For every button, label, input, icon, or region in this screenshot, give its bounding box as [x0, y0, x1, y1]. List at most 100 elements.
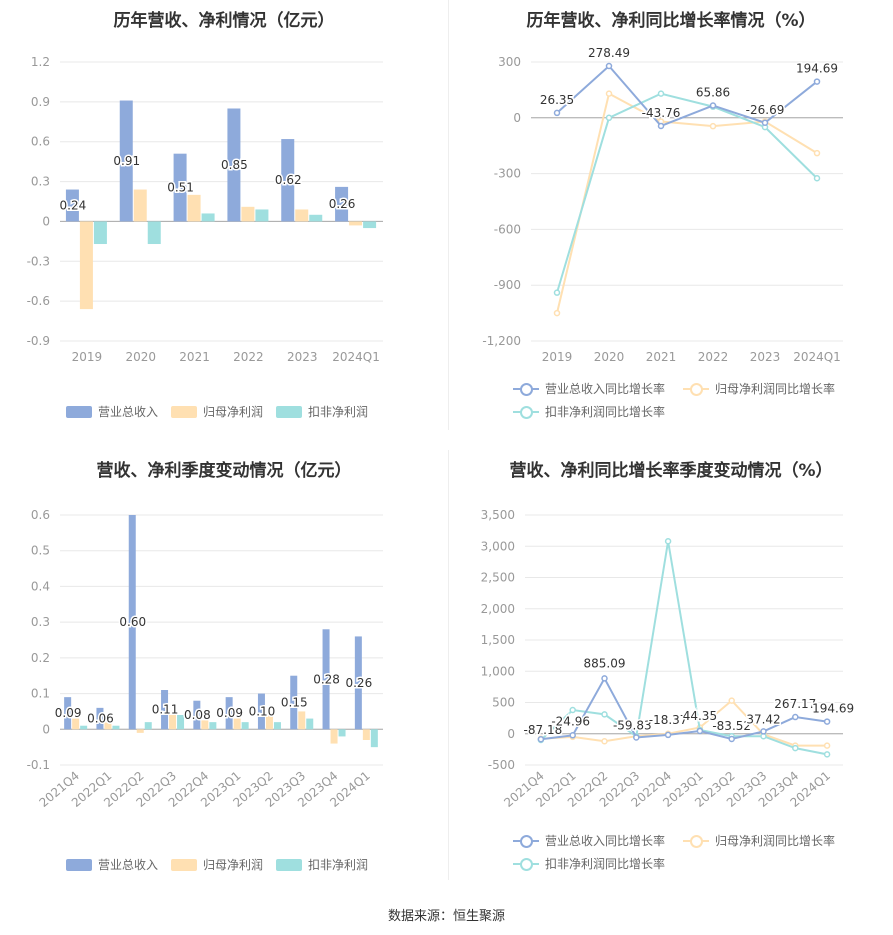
- data-point: [709, 122, 717, 130]
- data-label: -26.69: [746, 103, 785, 117]
- data-label: 0.62: [275, 173, 302, 187]
- legend-net-growth[interactable]: 归母净利润同比增长率: [683, 380, 835, 397]
- bar: [72, 718, 80, 730]
- bar: [96, 707, 104, 730]
- legend-deducted-growth[interactable]: 扣非净利润同比增长率: [513, 855, 665, 872]
- bar: [370, 729, 378, 748]
- data-point: [792, 744, 799, 752]
- bar: [322, 629, 330, 730]
- legend-label: 扣非净利润: [308, 858, 369, 872]
- data-source-note: 数据来源：恒生聚源: [387, 909, 505, 924]
- data-label: -59.83: [613, 718, 652, 732]
- legend-revenue[interactable]: 营业总收入: [66, 856, 158, 873]
- data-point: [664, 731, 672, 739]
- bar: [177, 715, 185, 730]
- bar: [193, 700, 201, 730]
- data-point: [823, 718, 831, 725]
- bar: [309, 214, 323, 222]
- y-tick-label: 500: [492, 696, 515, 710]
- bar: [201, 213, 215, 222]
- legend-label: 归母净利润同比增长率: [715, 834, 836, 848]
- bar: [79, 221, 93, 310]
- legend-swatch: [513, 382, 539, 396]
- quarterly-revenue-profit-chart: 0.60.50.40.30.20.10-0.12021Q42022Q12022Q…: [27, 508, 383, 810]
- legend-swatch: [66, 405, 92, 418]
- data-label: 0.91: [113, 154, 140, 168]
- legend-revenue-growth[interactable]: 营业总收入同比增长率: [513, 832, 665, 849]
- legend-label: 扣非净利润同比增长率: [545, 857, 666, 871]
- data-label: -87.18: [524, 723, 563, 737]
- data-label: 0.11: [152, 703, 179, 717]
- x-tick-label: 2023: [287, 350, 318, 364]
- y-tick-label: 0: [42, 722, 50, 736]
- bar: [363, 221, 377, 229]
- quarterly-growth-panel: 营收、净利同比增长率季度变动情况（%） 3,500 3,000 2,500 2,000…: [449, 450, 893, 890]
- legend-swatch: [171, 405, 197, 418]
- bar: [161, 690, 169, 730]
- legend-deducted-profit[interactable]: 扣非净利润: [276, 856, 368, 873]
- bar: [136, 729, 144, 733]
- legend-swatch: [276, 858, 302, 871]
- series-line: [556, 64, 818, 128]
- y-tick-label: 2,000: [481, 602, 515, 616]
- data-point: [657, 90, 665, 97]
- bar: [298, 711, 306, 730]
- legend-deducted-profit[interactable]: 扣非净利润: [276, 403, 368, 420]
- bar: [241, 206, 255, 222]
- bar: [295, 209, 309, 222]
- legend-swatch: [276, 405, 302, 418]
- bar: [144, 722, 152, 730]
- series-line: [540, 541, 828, 756]
- data-point: [760, 728, 767, 735]
- legend-revenue-growth[interactable]: 营业总收入同比增长率: [513, 380, 665, 397]
- y-tick-label: -0.3: [27, 254, 50, 268]
- bar: [147, 221, 161, 245]
- bar: [335, 186, 349, 222]
- y-tick-label: 0.2: [31, 651, 50, 665]
- bar: [201, 720, 209, 730]
- data-point: [813, 149, 821, 157]
- bar: [80, 725, 88, 730]
- data-label: 0.26: [345, 676, 372, 690]
- bar: [338, 729, 346, 737]
- bar: [349, 221, 363, 226]
- bar: [306, 718, 314, 730]
- data-label: 0.24: [60, 198, 87, 212]
- data-point: [823, 751, 831, 758]
- legend-deducted-growth[interactable]: 扣非净利润同比增长率: [513, 403, 665, 420]
- legend-net-profit[interactable]: 归母净利润: [171, 403, 263, 420]
- x-tick-label: 2022: [233, 350, 264, 364]
- y-tick-label: 0.4: [31, 579, 50, 593]
- bar: [133, 189, 147, 222]
- data-point: [553, 309, 561, 317]
- bar: [128, 515, 136, 730]
- data-label: 0.85: [221, 158, 248, 172]
- data-point: [537, 735, 545, 743]
- y-tick-label: -0.6: [27, 294, 50, 308]
- legend-revenue[interactable]: 营业总收入: [66, 403, 158, 420]
- legend-swatch: [513, 834, 539, 848]
- quarterly-growth-chart: 3,5003,0002,5002,0001,5001,0005000-50020…: [481, 508, 856, 810]
- bar: [273, 722, 281, 730]
- y-tick-label: 0.3: [31, 175, 50, 189]
- bar: [112, 725, 120, 730]
- legend-net-profit[interactable]: 归母净利润: [171, 856, 263, 873]
- x-tick-label: 2024Q1: [332, 350, 380, 364]
- legend-label: 扣非净利润同比增长率: [545, 405, 666, 419]
- y-tick-label: 0: [513, 111, 521, 125]
- bar: [265, 715, 273, 730]
- bar: [93, 221, 107, 245]
- data-label: 0.26: [329, 197, 356, 211]
- data-label: 37.42: [746, 712, 780, 726]
- data-label: 194.69: [812, 702, 854, 716]
- y-tick-label: -300: [494, 167, 521, 181]
- series-line: [540, 699, 828, 747]
- chart-title: 历年营收、净利同比增长率情况（%）: [526, 11, 816, 31]
- data-label: 885.09: [584, 656, 626, 670]
- y-tick-label: 0.6: [31, 508, 50, 522]
- data-point: [605, 62, 613, 70]
- data-label: 0.28: [313, 672, 340, 686]
- data-point: [553, 109, 561, 117]
- data-point: [569, 732, 576, 739]
- legend-net-growth[interactable]: 归母净利润同比增长率: [683, 832, 835, 849]
